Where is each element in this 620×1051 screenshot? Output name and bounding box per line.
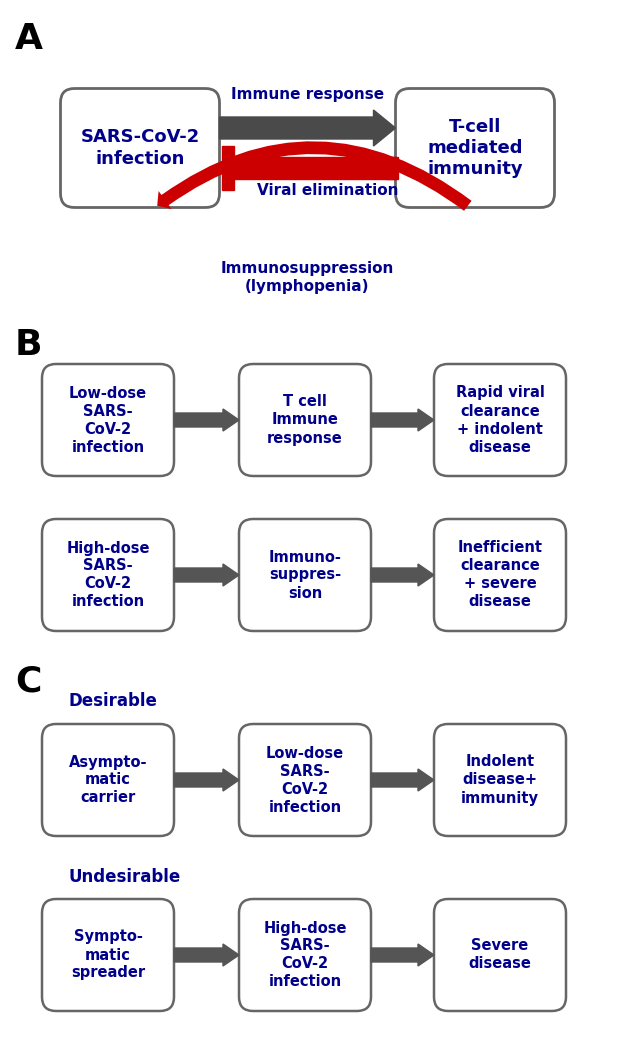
Text: Low-dose
SARS-
CoV-2
infection: Low-dose SARS- CoV-2 infection [69,386,147,454]
Bar [221,146,234,190]
Text: Desirable: Desirable [68,692,157,710]
FancyBboxPatch shape [42,519,174,631]
FancyArrow shape [174,564,239,586]
FancyBboxPatch shape [239,899,371,1011]
FancyBboxPatch shape [434,899,566,1011]
Text: C: C [15,664,42,698]
FancyArrow shape [174,769,239,791]
Text: Immunosuppression
(lymphopenia): Immunosuppression (lymphopenia) [221,261,394,294]
FancyBboxPatch shape [42,724,174,836]
Text: Indolent
disease+
immunity: Indolent disease+ immunity [461,755,539,805]
FancyBboxPatch shape [61,88,219,207]
FancyArrow shape [174,409,239,431]
Text: B: B [15,328,43,362]
Text: Low-dose
SARS-
CoV-2
infection: Low-dose SARS- CoV-2 infection [266,745,344,815]
FancyArrow shape [219,110,396,146]
Text: High-dose
SARS-
CoV-2
infection: High-dose SARS- CoV-2 infection [66,540,150,610]
Bar [386,157,397,179]
FancyBboxPatch shape [396,88,554,207]
Text: SARS-CoV-2
infection: SARS-CoV-2 infection [81,128,200,168]
Text: A: A [15,22,43,56]
FancyBboxPatch shape [434,519,566,631]
FancyArrow shape [371,769,434,791]
FancyBboxPatch shape [239,519,371,631]
Text: Rapid viral
clearance
+ indolent
disease: Rapid viral clearance + indolent disease [456,386,544,454]
Text: Immuno-
suppres-
sion: Immuno- suppres- sion [268,550,342,600]
Bar [228,157,396,179]
FancyBboxPatch shape [239,364,371,476]
FancyBboxPatch shape [42,899,174,1011]
Text: T-cell
mediated
immunity: T-cell mediated immunity [427,118,523,179]
FancyArrow shape [371,944,434,966]
Text: Inefficient
clearance
+ severe
disease: Inefficient clearance + severe disease [458,540,542,610]
FancyArrow shape [371,409,434,431]
FancyBboxPatch shape [42,364,174,476]
Text: High-dose
SARS-
CoV-2
infection: High-dose SARS- CoV-2 infection [264,921,347,989]
FancyBboxPatch shape [434,724,566,836]
Text: Sympto-
matic
spreader: Sympto- matic spreader [71,929,145,981]
FancyArrow shape [371,564,434,586]
Text: Severe
disease: Severe disease [469,939,531,971]
Text: Viral elimination: Viral elimination [257,183,398,198]
FancyBboxPatch shape [434,364,566,476]
Text: T cell
Immune
response: T cell Immune response [267,394,343,446]
Text: Immune response: Immune response [231,87,384,102]
Text: Undesirable: Undesirable [68,868,180,886]
FancyBboxPatch shape [239,724,371,836]
Text: Asympto-
matic
carrier: Asympto- matic carrier [69,755,148,805]
FancyArrow shape [174,944,239,966]
